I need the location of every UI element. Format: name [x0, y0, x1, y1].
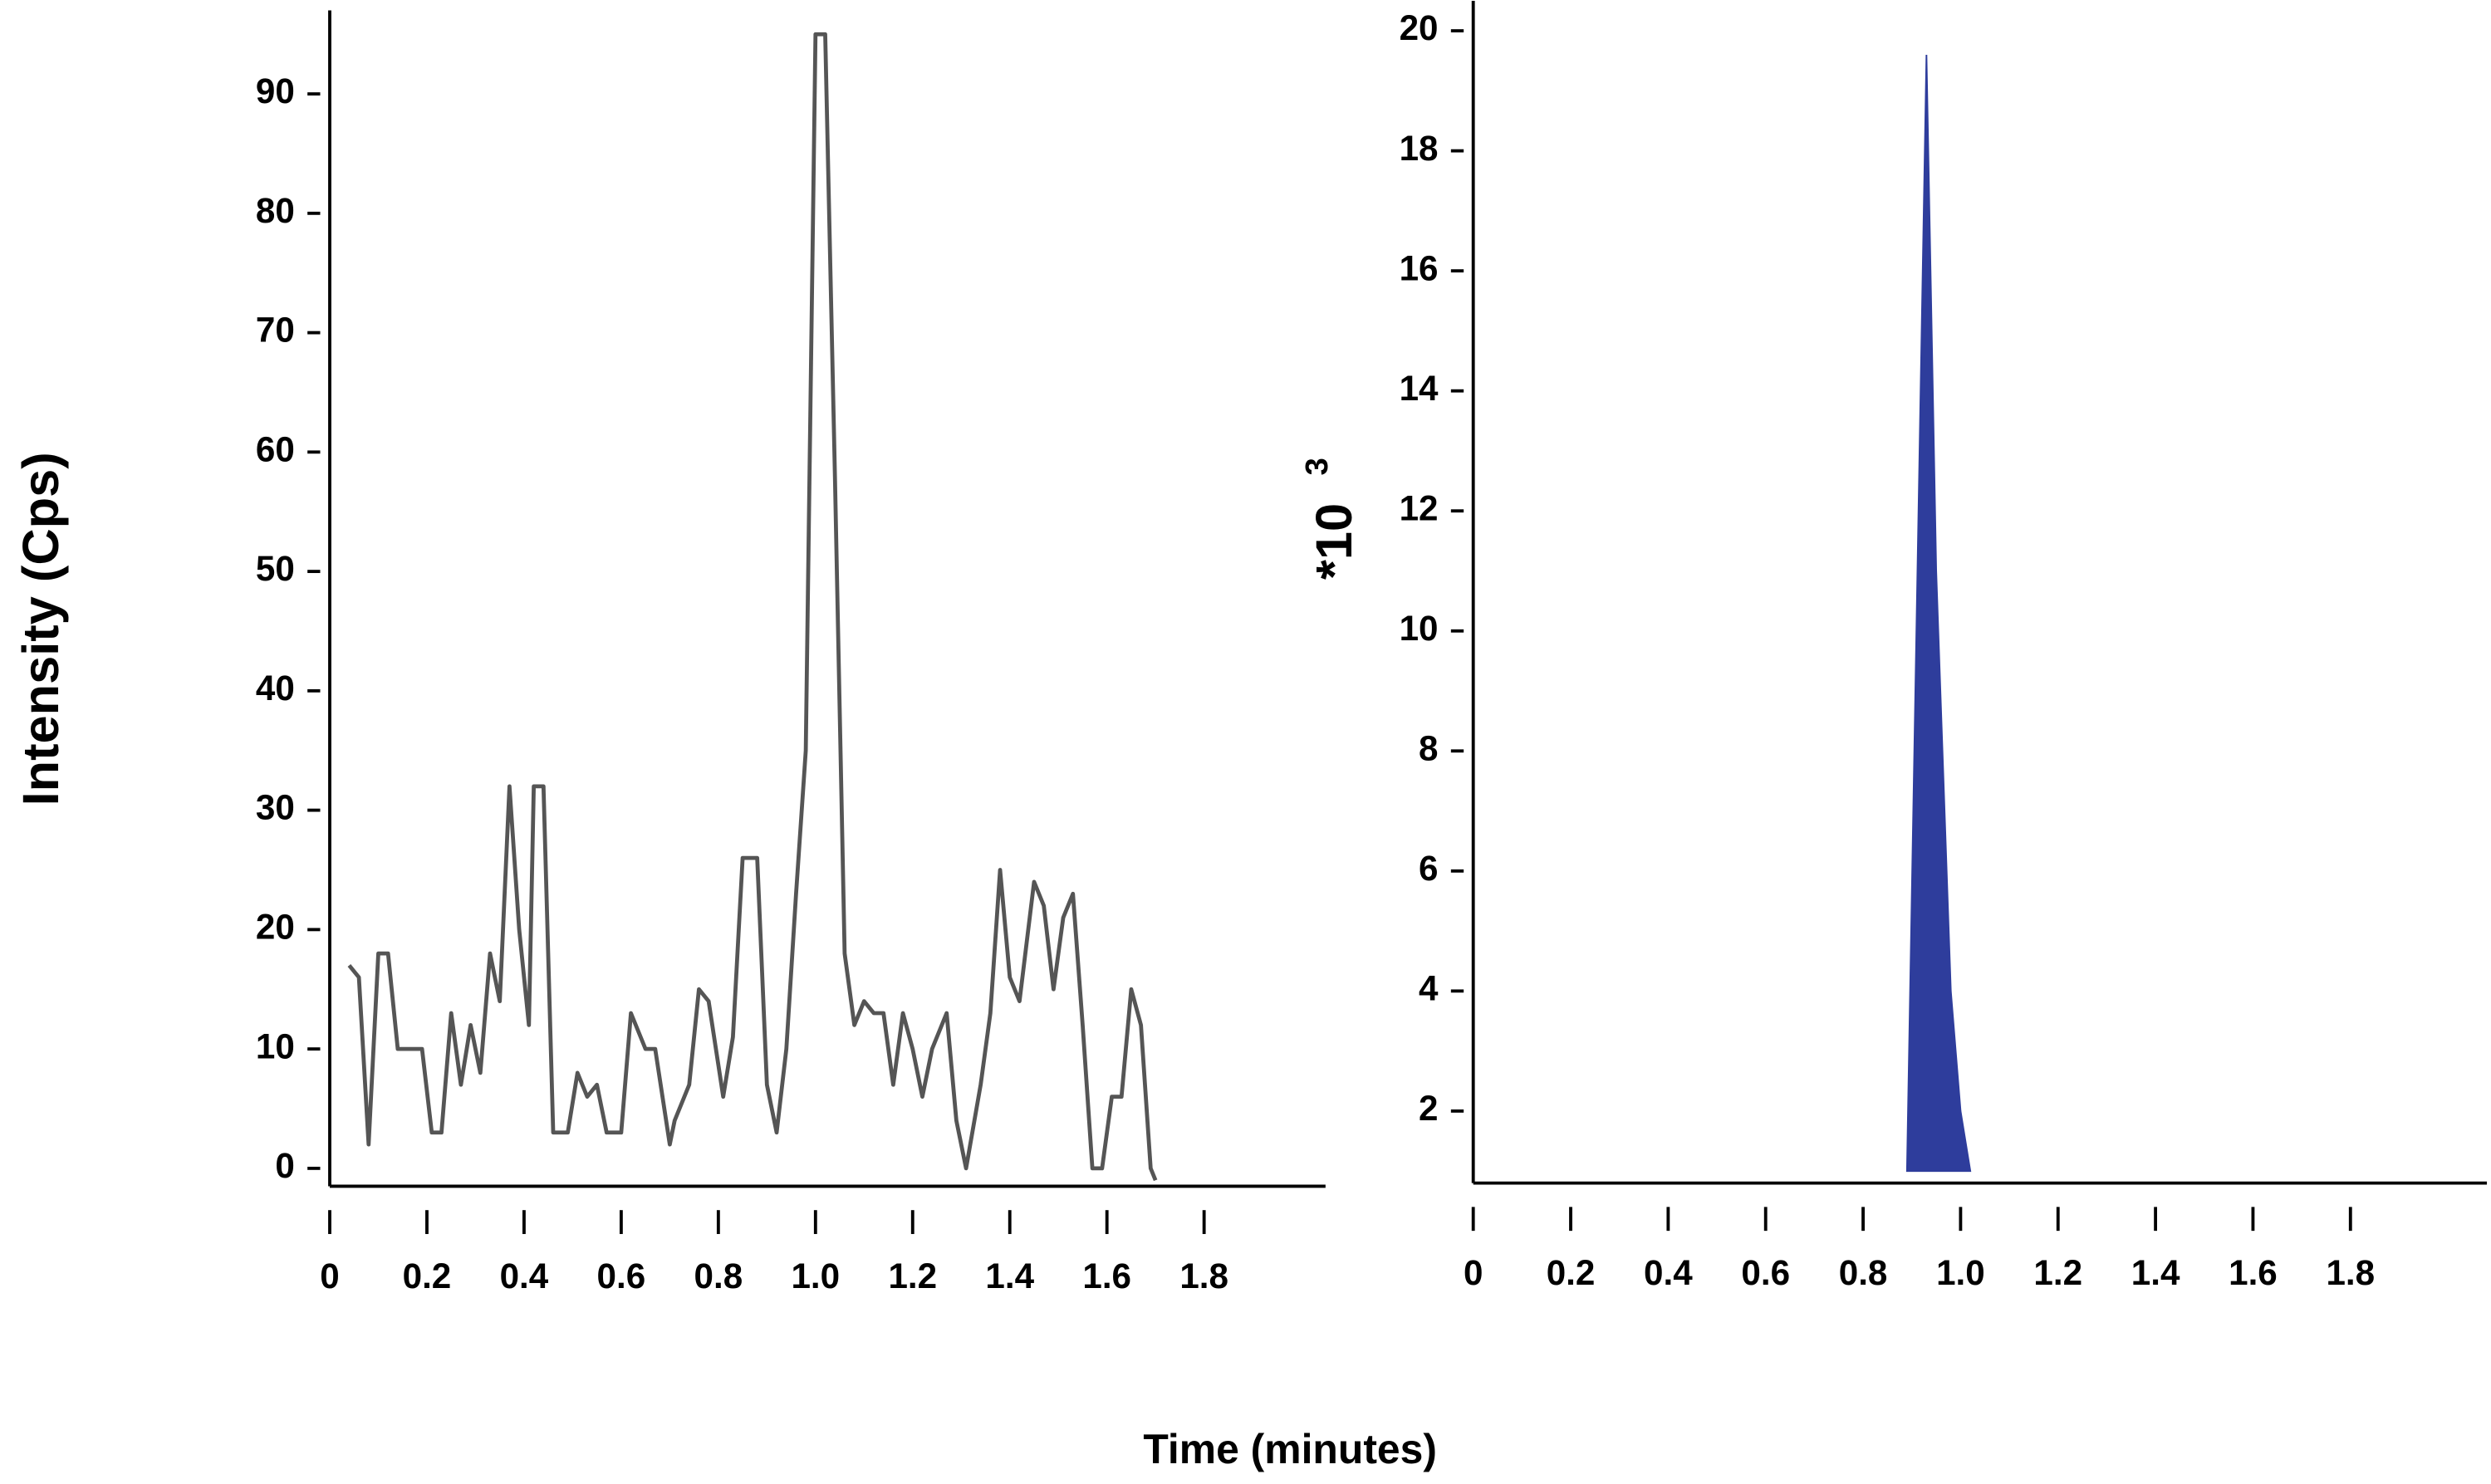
x-tick-label: 1.0	[791, 1256, 840, 1295]
x-tick-label: 0.8	[1839, 1253, 1888, 1292]
y-tick-label: 18	[1400, 129, 1439, 168]
x-tick-label: 0.6	[1741, 1253, 1790, 1292]
series-line	[347, 32, 1158, 1182]
y-tick-label: 50	[256, 549, 295, 588]
y-tick-label: 80	[256, 191, 295, 230]
y-tick-label: 10	[1400, 609, 1439, 648]
x-tick-label: 0.2	[1547, 1253, 1596, 1292]
y-tick-label: 90	[256, 71, 295, 110]
x-tick-label: 0	[1464, 1253, 1483, 1292]
x-tick-label: 1.4	[985, 1256, 1034, 1295]
multiplier-exponent: 3	[1299, 458, 1335, 475]
x-tick-label: 0.6	[597, 1256, 646, 1295]
y-tick-label: 10	[256, 1026, 295, 1065]
y-tick-label: 40	[256, 669, 295, 708]
y-tick-label: 70	[256, 311, 295, 350]
x-tick-label: 1.8	[2326, 1253, 2375, 1292]
x-tick-label: 1.0	[1936, 1253, 1985, 1292]
x-tick-label: 1.2	[888, 1256, 937, 1295]
y-tick-label: 14	[1400, 369, 1439, 408]
x-tick-label: 1.6	[2229, 1253, 2278, 1292]
x-tick-label: 1.8	[1179, 1256, 1228, 1295]
multiplier-label: *10	[1306, 503, 1363, 580]
y-tick-label: 2	[1419, 1089, 1438, 1128]
x-tick-label: 1.6	[1082, 1256, 1131, 1295]
y-tick-label: 12	[1400, 488, 1439, 527]
y-tick-label: 6	[1419, 849, 1438, 888]
x-tick-label: 1.2	[2033, 1253, 2082, 1292]
y-tick-label: 60	[256, 429, 295, 468]
x-tick-label: 0.8	[694, 1256, 743, 1295]
x-axis-label: Time (minutes)	[1143, 1426, 1437, 1472]
x-tick-label: 0.4	[500, 1256, 549, 1295]
y-tick-label: 16	[1400, 248, 1439, 287]
x-tick-label: 0.4	[1644, 1253, 1693, 1292]
x-tick-label: 0	[320, 1256, 339, 1295]
y-axis-label: Intensity (Cps)	[12, 452, 70, 806]
x-tick-label: 0.2	[403, 1256, 452, 1295]
x-tick-label: 1.4	[2131, 1253, 2180, 1292]
y-tick-label: 30	[256, 788, 295, 827]
series-area	[1905, 54, 1972, 1173]
y-tick-label: 20	[1400, 8, 1439, 47]
y-tick-label: 20	[256, 908, 295, 947]
y-tick-label: 8	[1419, 728, 1438, 767]
y-tick-label: 4	[1419, 969, 1439, 1008]
y-tick-label: 0	[275, 1146, 294, 1185]
